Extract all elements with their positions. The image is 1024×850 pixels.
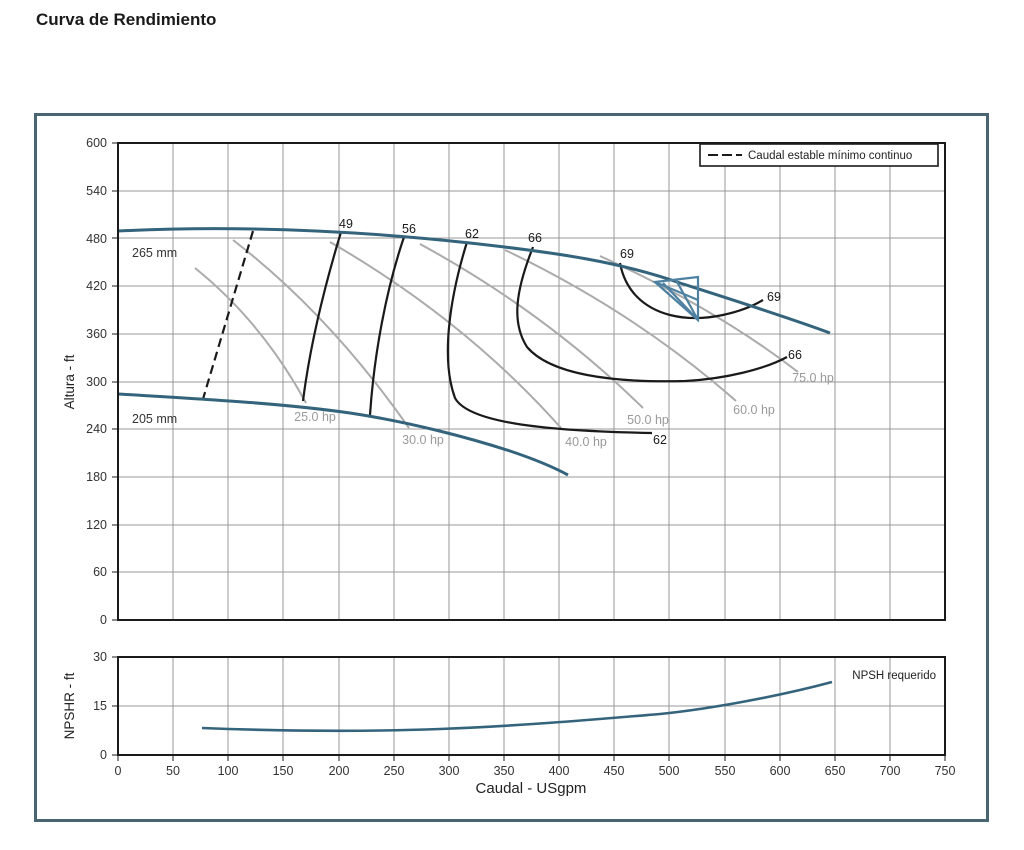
npsh-curve	[201, 680, 833, 733]
efficiency-curve-69	[618, 262, 764, 320]
y-tick: 15	[93, 699, 107, 713]
duty-point-marker	[652, 275, 700, 323]
efficiency-label-62: 62	[465, 227, 479, 241]
legend-box: Caudal estable mínimo continuo	[699, 143, 939, 167]
main-y-axis-title: Altura - ft	[62, 354, 77, 409]
page-title: Curva de Rendimiento	[36, 10, 217, 29]
efficiency-label-69-right: 69	[767, 290, 781, 304]
x-tick: 650	[825, 764, 846, 778]
x-axis-title: Caudal - USgpm	[476, 780, 587, 797]
x-tick: 550	[715, 764, 736, 778]
x-tick: 50	[166, 764, 180, 778]
efficiency-label-62-right: 62	[653, 433, 667, 447]
y-tick: 60	[93, 565, 107, 579]
power-line-25hp	[194, 267, 307, 404]
x-tick: 750	[935, 764, 956, 778]
power-line-30hp	[232, 239, 410, 429]
npsh-y-tick-labels: 30 15 0	[93, 650, 107, 762]
power-label-30hp: 30.0 hp	[402, 433, 444, 447]
x-tick: 100	[218, 764, 239, 778]
x-tick: 600	[770, 764, 791, 778]
impeller-curve-265mm	[117, 227, 831, 335]
y-tick: 300	[86, 375, 107, 389]
power-line-50hp	[419, 243, 644, 409]
npsh-chart-grid	[118, 657, 945, 755]
x-tick: 450	[604, 764, 625, 778]
y-tick: 0	[100, 748, 107, 762]
x-tick: 500	[659, 764, 680, 778]
y-tick: 480	[86, 232, 107, 246]
npsh-y-axis-title: NPSHR - ft	[62, 672, 77, 739]
efficiency-curve-56	[368, 236, 406, 416]
y-tick: 360	[86, 327, 107, 341]
x-tick: 700	[880, 764, 901, 778]
chart-outer-border	[34, 113, 989, 822]
impeller-label-205: 205 mm	[132, 412, 177, 426]
y-tick: 600	[86, 136, 107, 150]
y-tick: 180	[86, 470, 107, 484]
power-label-25hp: 25.0 hp	[294, 410, 336, 424]
power-label-50hp: 50.0 hp	[627, 413, 669, 427]
y-tick: 240	[86, 422, 107, 436]
x-tick: 350	[494, 764, 515, 778]
x-tick: 150	[273, 764, 294, 778]
efficiency-label-69: 69	[620, 247, 634, 261]
x-tick: 250	[384, 764, 405, 778]
min-continuous-flow-line	[201, 230, 255, 400]
efficiency-curve-62	[446, 241, 653, 435]
efficiency-label-49: 49	[339, 217, 353, 231]
y-tick: 420	[86, 279, 107, 293]
y-tick: 540	[86, 184, 107, 198]
axis-tick-marks	[112, 142, 946, 761]
efficiency-label-66-right: 66	[788, 348, 802, 362]
power-label-40hp: 40.0 hp	[565, 435, 607, 449]
main-y-tick-labels: 600 540 480 420 360 300 240 180 120 60 0	[86, 136, 107, 627]
efficiency-label-66: 66	[528, 231, 542, 245]
y-tick: 30	[93, 650, 107, 664]
power-line-40hp	[329, 241, 562, 429]
main-chart-grid	[118, 143, 945, 620]
npsh-curve-label: NPSH requerido	[852, 670, 936, 682]
impeller-curves	[117, 227, 831, 477]
y-tick: 120	[86, 518, 107, 532]
y-tick: 0	[100, 613, 107, 627]
efficiency-label-56: 56	[402, 222, 416, 236]
legend-label: Caudal estable mínimo continuo	[748, 150, 912, 162]
x-tick-labels: 0 50 100 150 200 250 300 350 400 450 500…	[115, 764, 956, 778]
x-tick: 300	[439, 764, 460, 778]
x-tick: 400	[549, 764, 570, 778]
x-tick: 0	[115, 764, 122, 778]
efficiency-curves	[301, 231, 788, 435]
power-lines	[194, 239, 799, 429]
efficiency-curve-66	[516, 246, 788, 383]
x-tick: 200	[329, 764, 350, 778]
efficiency-curve-49	[301, 231, 343, 402]
power-label-75hp: 75.0 hp	[792, 371, 834, 385]
power-label-60hp: 60.0 hp	[733, 403, 775, 417]
impeller-label-265: 265 mm	[132, 246, 177, 260]
power-line-60hp	[504, 249, 737, 402]
impeller-curve-205mm	[117, 392, 569, 477]
